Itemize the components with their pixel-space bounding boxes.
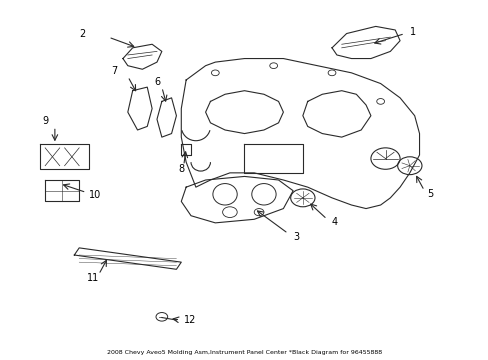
Text: 4: 4: [331, 217, 338, 227]
Text: 2008 Chevy Aveo5 Molding Asm,Instrument Panel Center *Black Diagram for 96455888: 2008 Chevy Aveo5 Molding Asm,Instrument …: [107, 350, 381, 355]
Text: 10: 10: [89, 190, 101, 200]
Text: 6: 6: [154, 77, 161, 87]
Text: 3: 3: [292, 232, 299, 242]
Text: 5: 5: [426, 189, 432, 199]
Text: 7: 7: [111, 66, 117, 76]
Text: 8: 8: [179, 163, 184, 174]
Text: 11: 11: [86, 273, 99, 283]
Text: 1: 1: [409, 27, 415, 37]
Text: 9: 9: [42, 116, 49, 126]
Text: 12: 12: [183, 315, 196, 325]
Text: 2: 2: [79, 29, 85, 39]
